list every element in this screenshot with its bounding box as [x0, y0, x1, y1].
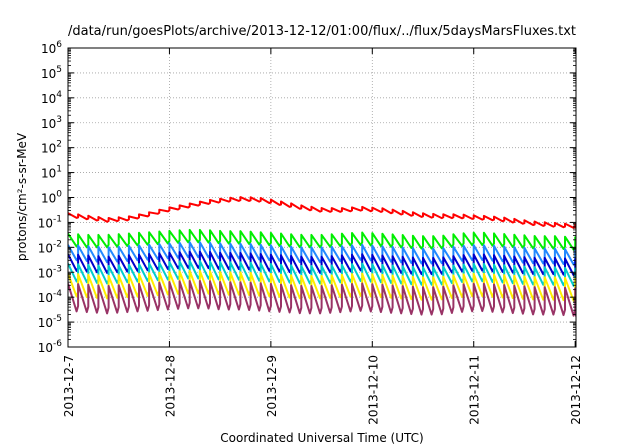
y-tick-exp: -4	[53, 289, 62, 299]
y-tick-exp: -1	[53, 214, 62, 224]
y-tick-labels: 10-610-510-410-310-210-11001011021031041…	[38, 40, 63, 355]
axis-ticks	[67, 47, 576, 348]
y-tick-base: 10	[41, 142, 56, 156]
y-tick-base: 10	[41, 192, 56, 206]
y-tick-base: 10	[38, 241, 53, 255]
y-tick-base: 10	[41, 117, 56, 131]
chart-title: /data/run/goesPlots/archive/2013-12-12/0…	[68, 24, 576, 39]
y-tick-label: 10-6	[38, 339, 63, 355]
y-tick-base: 10	[41, 167, 56, 181]
y-tick-base: 10	[38, 341, 53, 355]
y-tick-base: 10	[41, 92, 56, 106]
y-tick-exp: -6	[53, 339, 62, 349]
y-tick-label: 101	[41, 165, 62, 181]
y-tick-label: 10-3	[38, 264, 62, 280]
y-tick-label: 100	[41, 190, 62, 206]
y-tick-label: 104	[41, 90, 62, 106]
y-axis-label: protons/cm²-s-sr-MeV	[15, 132, 29, 261]
y-tick-exp: 5	[56, 65, 62, 75]
x-tick-labels: 2013-12-7 2013-12-8 2013-12-9 2013-12-10 201…	[62, 355, 583, 425]
y-tick-exp: 0	[56, 190, 62, 200]
x-tick-label: 2013-12-12	[569, 355, 583, 425]
y-tick-base: 10	[38, 216, 53, 230]
y-tick-base: 10	[41, 42, 56, 56]
y-tick-exp: 2	[56, 140, 62, 150]
series-line-2	[68, 228, 576, 251]
y-tick-label: 105	[41, 65, 62, 81]
y-tick-base: 10	[38, 291, 53, 305]
x-tick-label: 2013-12-7	[62, 355, 76, 417]
y-tick-exp: 6	[56, 40, 62, 50]
y-tick-label: 10-5	[38, 314, 62, 330]
series-line-1	[68, 196, 576, 229]
y-tick-label: 10-2	[38, 239, 62, 255]
y-tick-label: 103	[41, 115, 62, 131]
y-tick-label: 106	[41, 40, 62, 56]
series-group	[68, 196, 576, 317]
x-tick-label: 2013-12-11	[468, 355, 482, 425]
y-tick-exp: 4	[56, 90, 62, 100]
y-tick-exp: -3	[53, 264, 62, 274]
y-tick-exp: 1	[56, 165, 62, 175]
x-tick-label: 2013-12-10	[366, 355, 380, 425]
y-tick-base: 10	[38, 266, 53, 280]
x-axis-label: Coordinated Universal Time (UTC)	[220, 431, 423, 445]
series-line-7	[68, 280, 576, 317]
y-tick-base: 10	[38, 316, 53, 330]
y-axis-label-text: protons/cm²-s-sr-MeV	[15, 132, 29, 261]
y-tick-exp: 3	[56, 115, 62, 125]
y-tick-label: 10-1	[38, 214, 62, 230]
x-tick-label: 2013-12-8	[163, 355, 177, 417]
y-tick-label: 102	[41, 140, 62, 156]
y-tick-base: 10	[41, 67, 56, 81]
y-tick-exp: -2	[53, 239, 62, 249]
x-tick-label: 2013-12-9	[265, 355, 279, 417]
y-tick-label: 10-4	[38, 289, 63, 305]
y-tick-exp: -5	[53, 314, 62, 324]
